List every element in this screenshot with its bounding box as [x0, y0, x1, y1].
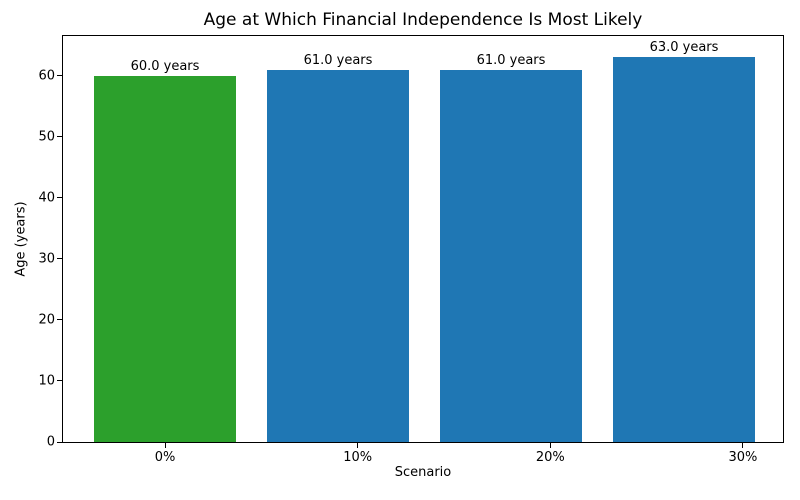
y-tick-mark	[57, 319, 62, 321]
x-axis-label: Scenario	[394, 465, 452, 480]
x-tick: 10%	[287, 443, 429, 465]
y-tick-label: 50	[38, 129, 55, 145]
x-tick-label: 10%	[343, 450, 373, 465]
y-tick-label: 60	[38, 68, 55, 84]
y-axis-label: Age (years)	[13, 201, 29, 277]
bar	[440, 69, 582, 442]
y-tick-mark	[57, 197, 62, 199]
x-tick-label: 0%	[154, 450, 176, 465]
bar-slot: 63.0 years	[613, 36, 755, 442]
x-tick: 30%	[672, 443, 800, 465]
x-tick-mark	[742, 443, 744, 448]
bar-value-label: 63.0 years	[649, 40, 719, 56]
x-tick-mark	[549, 443, 551, 448]
y-tick-mark	[57, 75, 62, 77]
y-tick-label: 40	[38, 190, 55, 206]
bar	[94, 75, 236, 442]
y-tick-mark	[57, 380, 62, 382]
bars-layer: 60.0 years 61.0 years 61.0 years 63.0 years	[63, 36, 783, 442]
x-axis-ticks: 0% 10% 20% 30%	[63, 443, 800, 465]
y-tick-label: 0	[46, 434, 55, 450]
plot-area: 0 10 20 30 40 50 60 60.0 years 61.0 years 61.0 y…	[38, 35, 784, 450]
y-tick-mark	[57, 258, 62, 260]
y-tick-label: 20	[38, 312, 55, 328]
x-tick: 0%	[94, 443, 236, 465]
chart-title: Age at Which Financial Independence Is M…	[203, 10, 643, 30]
y-tick-label: 30	[38, 251, 55, 267]
x-tick-mark	[164, 443, 166, 448]
x-tick-mark	[357, 443, 359, 448]
bar-value-label: 60.0 years	[130, 58, 200, 74]
y-tick-label: 10	[38, 373, 55, 389]
y-tick-mark	[57, 441, 62, 443]
bar-value-label: 61.0 years	[303, 52, 373, 68]
x-tick-label: 20%	[535, 450, 565, 465]
y-tick-mark	[57, 136, 62, 138]
bar-slot: 60.0 years	[94, 36, 236, 442]
bar-slot: 61.0 years	[267, 36, 409, 442]
x-tick-label: 30%	[728, 450, 758, 465]
bar-value-label: 61.0 years	[476, 52, 546, 68]
x-tick: 20%	[479, 443, 621, 465]
bar	[613, 57, 755, 442]
bar	[267, 69, 409, 442]
bar-slot: 61.0 years	[440, 36, 582, 442]
